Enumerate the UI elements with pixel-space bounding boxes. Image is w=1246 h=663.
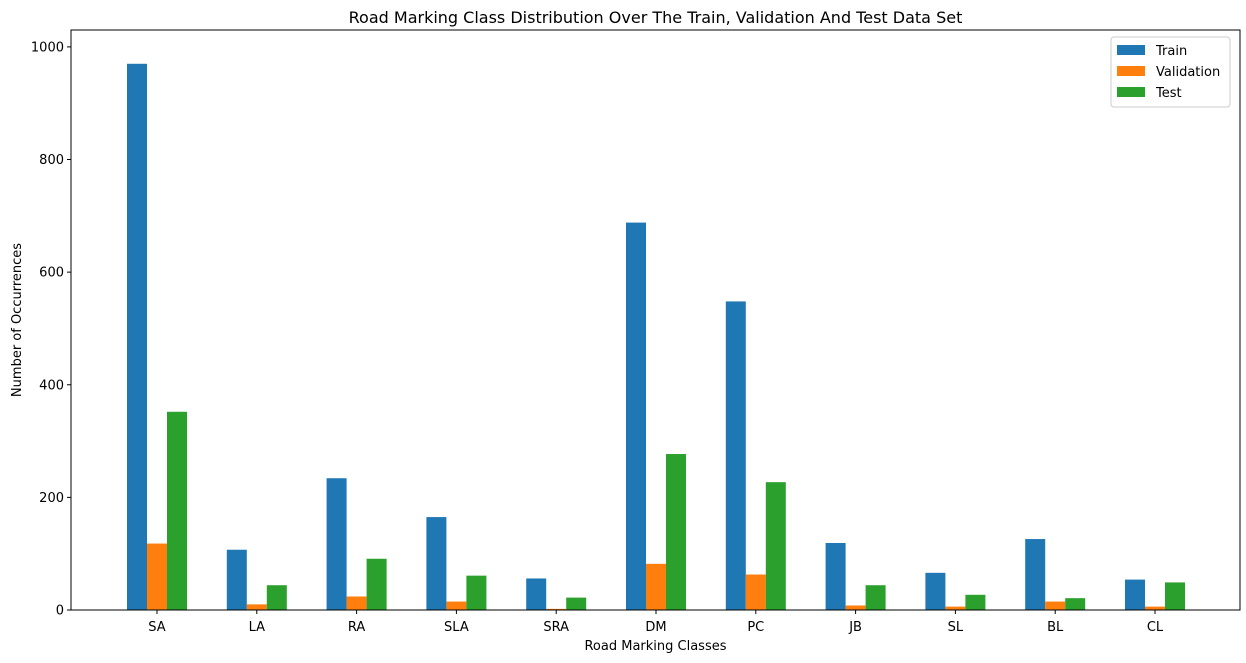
bar-train-sl [925, 572, 946, 610]
x-tick-label: RA [348, 620, 366, 635]
bar-validation-sl [945, 606, 966, 610]
bar-train-dm [626, 222, 646, 610]
bar-test-sa [167, 411, 187, 610]
bar-test-sl [965, 594, 986, 610]
bar-test-dm [666, 454, 686, 610]
bars-layer [127, 63, 1185, 611]
y-tick-label: 400 [39, 378, 64, 393]
bar-validation-dm [646, 563, 666, 610]
y-axis-label: Number of Occurrences [10, 243, 25, 397]
x-tick-label: JB [848, 620, 862, 635]
x-tick-label: SL [948, 620, 964, 635]
x-tick-label: CL [1147, 620, 1164, 635]
bar-validation-sa [147, 543, 167, 610]
legend-swatch-validation [1117, 66, 1145, 76]
y-tick-label: 0 [56, 604, 64, 619]
x-tick-label: LA [249, 620, 266, 635]
x-tick-label: PC [747, 620, 764, 635]
x-axis-label: Road Marking Classes [584, 639, 726, 654]
y-axis: 0 200 400 600 800 1000 [31, 40, 71, 619]
y-tick-label: 800 [39, 153, 64, 168]
bar-train-jb [825, 542, 846, 610]
bar-test-sla [466, 575, 487, 610]
bar-test-sra [566, 597, 587, 610]
bar-test-pc [765, 482, 786, 610]
bar-test-cl [1165, 582, 1185, 610]
x-tick-label: SRA [543, 620, 569, 635]
bar-train-sla [426, 517, 447, 610]
bar-validation-sla [446, 601, 467, 610]
bar-validation-sra [546, 608, 567, 610]
bar-train-bl [1025, 539, 1046, 610]
legend-label-validation: Validation [1156, 65, 1220, 80]
bar-validation-bl [1045, 601, 1066, 610]
bar-test-ra [366, 558, 387, 610]
legend: Train Validation Test [1110, 36, 1231, 108]
bar-train-sra [526, 578, 547, 610]
bar-validation-ra [346, 596, 367, 610]
legend-swatch-train [1117, 45, 1145, 55]
legend-label-test: Test [1155, 86, 1182, 101]
x-axis: SA LA RA SLA SRA DM PC JB SL BL CL [148, 610, 1164, 635]
x-tick-label: SLA [444, 620, 469, 635]
bar-test-jb [865, 585, 886, 610]
bar-train-ra [326, 478, 347, 610]
bar-test-la [266, 585, 287, 610]
x-tick-label: SA [148, 620, 165, 635]
bar-train-la [226, 549, 247, 610]
bar-validation-cl [1145, 606, 1165, 610]
bar-validation-jb [845, 605, 866, 610]
y-tick-label: 1000 [31, 40, 64, 55]
bar-train-cl [1125, 579, 1145, 610]
x-tick-label: DM [645, 620, 666, 635]
bar-validation-la [246, 604, 267, 610]
bar-train-sa [127, 63, 147, 611]
y-tick-label: 200 [39, 491, 64, 506]
bar-test-bl [1065, 598, 1086, 610]
bar-validation-pc [745, 574, 766, 610]
legend-label-train: Train [1155, 44, 1187, 59]
chart-title: Road Marking Class Distribution Over The… [349, 8, 963, 27]
plot-frame [70, 29, 1241, 611]
x-tick-label: BL [1047, 620, 1064, 635]
legend-swatch-test [1117, 87, 1145, 97]
y-tick-label: 600 [39, 266, 64, 281]
bar-train-pc [725, 301, 746, 610]
